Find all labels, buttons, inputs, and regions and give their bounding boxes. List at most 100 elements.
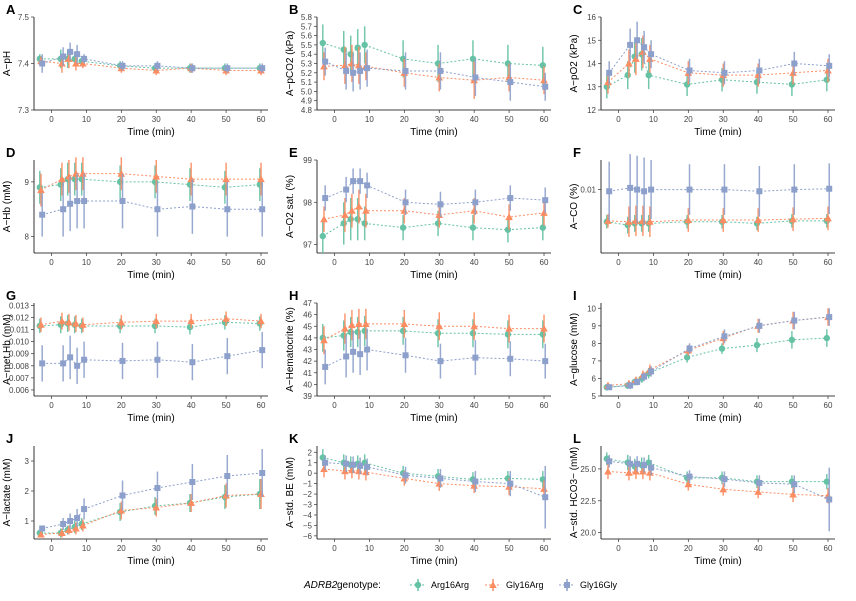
data-point [340,220,347,227]
y-axis-title: A−pO2 (kPa) [569,34,580,92]
x-tick-label: 50 [505,258,514,267]
data-point [58,317,66,325]
data-point [505,213,513,221]
y-tick-label: 5.4 [301,50,313,59]
legend: ADRB2 genotype: Arg16Arg Gly16Arg Gly16Gly [303,579,618,591]
y-tick-label: 3 [25,457,30,466]
data-point [641,462,648,469]
y-tick-label: 0.013 [9,301,30,310]
x-tick-label: 30 [719,544,728,553]
data-point [224,353,231,360]
data-point [340,46,347,53]
data-point [355,320,363,327]
x-tick-label: 30 [152,544,161,553]
data-point [469,55,477,63]
x-tick-label: 30 [719,401,728,410]
data-point [627,460,634,467]
data-point [189,479,196,485]
x-tick-label: 40 [187,115,196,124]
y-tick-label: −1 [303,480,313,489]
x-tick-label: 10 [82,258,91,267]
x-tick-label: 0 [332,401,337,410]
series-line [608,39,830,74]
data-point [79,320,87,328]
x-tick-label: 0 [616,258,621,267]
data-point [81,356,88,363]
data-point [632,55,640,62]
data-point [322,195,329,202]
data-point [791,60,798,67]
data-point [754,488,762,495]
y-tick-label: 42 [303,357,312,366]
data-point [400,320,409,327]
y-axis-title: A−glucose (mM) [569,313,580,386]
data-point [634,460,641,467]
series-line [40,173,262,191]
data-point [627,41,634,48]
series-gly16arg [604,308,832,389]
data-point [154,485,161,491]
y-tick-label: 5.0 [301,87,313,96]
data-point [39,360,46,367]
data-point [152,66,161,74]
data-point [67,518,74,524]
x-tick-label: 20 [684,401,693,410]
data-point [60,53,67,60]
data-point [505,324,513,332]
y-tick-label: 0.012 [9,313,30,322]
y-axis-title: A−pCO2 (kPa) [285,31,296,96]
data-point [79,521,87,529]
y-tick-label: 16 [587,13,596,22]
y-tick-label: 12 [587,106,596,115]
y-tick-label: 43 [303,346,312,355]
series-gly16arg [604,35,832,94]
y-axis-title: A−CO (%) [569,184,580,230]
x-tick-label: 20 [400,258,409,267]
data-point [186,323,194,331]
x-tick-label: 40 [754,115,763,124]
data-point [320,215,328,223]
panel-label: L [573,431,581,446]
data-point [542,494,549,501]
y-axis-title: A−O2 sat. (%) [285,175,296,238]
data-point [791,317,798,324]
panel-label: G [6,288,16,303]
data-point [791,481,798,488]
series-gly16gly [39,42,266,73]
data-point [435,322,444,330]
data-point [189,65,196,72]
y-tick-label: 97 [303,241,312,250]
y-tick-label: 0.009 [9,350,30,359]
y-tick-label: 9 [592,322,597,331]
data-point [402,352,409,359]
data-point [357,351,364,358]
data-point [753,341,761,349]
series-gly16gly [39,449,266,532]
y-tick-label: 1 [25,517,30,526]
data-point [259,347,266,354]
data-point [507,355,514,362]
data-point [718,345,726,352]
data-point [756,188,763,195]
data-point [343,353,350,360]
data-point [542,197,549,204]
series-gly16gly [322,455,549,529]
x-tick-label: 10 [365,258,374,267]
series-line [607,470,829,497]
data-point [606,458,613,465]
series-line [42,200,263,216]
data-point [434,330,442,337]
series-line [322,330,543,339]
series-line [325,462,546,498]
series-gly16gly [606,154,833,226]
data-point [625,468,633,476]
x-axis-title: Time (min) [410,270,457,281]
panel-label: C [573,2,583,17]
x-tick-label: 60 [257,544,266,553]
x-tick-label: 50 [505,115,514,124]
data-point [354,215,361,223]
x-axis-title: Time (min) [127,556,174,567]
data-point [823,334,831,342]
data-point [540,485,548,492]
x-tick-label: 10 [82,544,91,553]
